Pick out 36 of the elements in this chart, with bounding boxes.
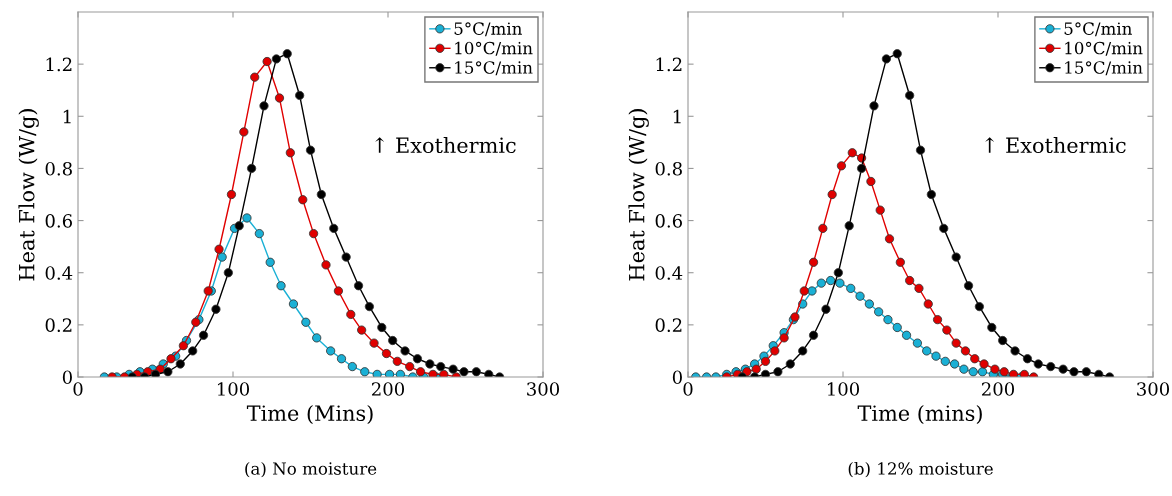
y-tick-label: 1.2	[46, 57, 72, 72]
y-tick-label: 1	[673, 109, 681, 124]
x-axis-title: Time (mins)	[857, 404, 982, 424]
y-tick-label: 0.8	[45, 161, 72, 176]
x-tick-label: 0	[73, 382, 83, 396]
y-tick-label: 0	[672, 370, 682, 385]
text: (b) 12% moisture	[848, 461, 993, 478]
x-tick-label: 200	[371, 382, 405, 396]
y-tick-label: 1	[63, 109, 71, 124]
y-tick-label: 0.8	[655, 161, 682, 176]
y-tick-label: 0.6	[655, 214, 682, 228]
y-tick-label: 0	[62, 370, 72, 385]
x-axis-title: Time (Mins)	[246, 404, 373, 424]
annotation: ↑ Exothermic	[985, 136, 1126, 154]
x-tick-label: 100	[217, 382, 250, 396]
x-tick-label: 100	[827, 382, 860, 396]
x-tick-label: 300	[527, 382, 560, 396]
x-tick-label: 200	[981, 382, 1015, 396]
legend-label: 15°C/min	[455, 61, 533, 76]
y-tick-label: 0.4	[655, 266, 683, 280]
y-tick-label: 0.2	[45, 318, 72, 332]
text: (a) No moisture	[245, 461, 377, 478]
y-axis-title: Heat Flow (W/g)	[18, 109, 39, 281]
annotation: ↑ Exothermic	[375, 136, 516, 154]
y-tick-label: 1.2	[656, 57, 682, 72]
legend-label: 15°C/min	[1065, 61, 1143, 76]
y-tick-label: 0.4	[45, 266, 73, 280]
y-tick-label: 0.6	[45, 214, 72, 228]
x-tick-label: 300	[1137, 382, 1170, 396]
x-tick-label: 0	[683, 382, 693, 396]
legend-label: 5°C/min	[454, 22, 522, 37]
legend-label: 5°C/min	[1064, 22, 1132, 37]
legend-label: 10°C/min	[455, 41, 533, 56]
y-axis-title: Heat Flow (W/g)	[628, 109, 649, 281]
legend-label: 10°C/min	[1065, 41, 1143, 56]
y-tick-label: 0.2	[655, 318, 682, 332]
